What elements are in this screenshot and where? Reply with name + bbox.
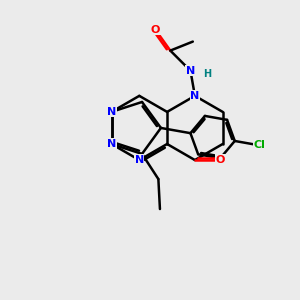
Text: O: O [216, 155, 225, 165]
Text: N: N [190, 91, 200, 101]
Text: N: N [186, 66, 195, 76]
Text: Cl: Cl [254, 140, 266, 150]
Text: N: N [107, 139, 116, 149]
Text: O: O [151, 25, 160, 34]
Text: N: N [135, 155, 144, 165]
Text: H: H [203, 69, 211, 79]
Text: N: N [107, 107, 116, 117]
